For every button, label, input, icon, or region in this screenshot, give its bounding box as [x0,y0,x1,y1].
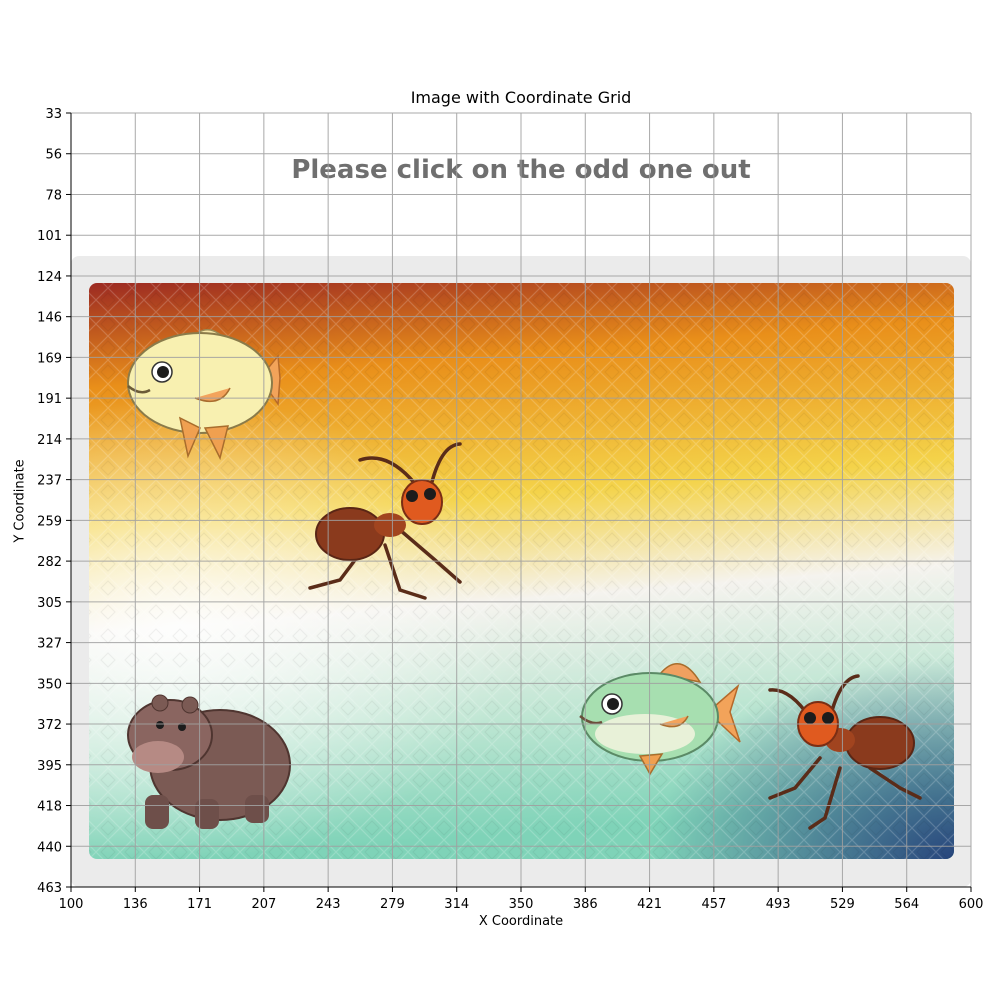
y-tick-label: 350 [37,677,62,692]
x-tick-label: 207 [251,897,276,912]
x-tick-label: 386 [573,897,598,912]
x-tick-label: 314 [444,897,469,912]
y-tick-labels: 33 56 78 101 124 146 169 191 214 237 259 282 305 327 3… [37,107,71,896]
y-tick-label: 327 [37,637,62,652]
y-tick-label: 146 [37,311,62,326]
x-tick-label: 600 [959,897,984,912]
y-tick-label: 282 [37,555,62,570]
y-tick-label: 418 [37,800,62,815]
y-tick-label: 395 [37,759,62,774]
x-tick-label: 529 [830,897,855,912]
y-axis-label: Y Coordinate [12,459,28,543]
y-tick-label: 305 [37,596,62,611]
x-tick-label: 457 [701,897,726,912]
plot-title: Image with Coordinate Grid [410,88,632,107]
y-tick-label: 214 [37,433,62,448]
y-tick-label: 78 [45,188,62,203]
y-tick-label: 169 [37,351,62,366]
ant-icon[interactable] [768,674,922,830]
y-tick-label: 237 [37,474,62,489]
y-tick-label: 191 [37,392,62,407]
y-tick-label: 440 [37,840,62,855]
y-tick-label: 56 [45,148,62,163]
x-tick-label: 136 [123,897,148,912]
y-tick-label: 33 [45,107,62,122]
y-tick-label: 372 [37,718,62,733]
x-tick-label: 100 [59,897,84,912]
y-tick-label: 101 [37,229,62,244]
x-tick-label: 421 [637,897,662,912]
x-tick-label: 279 [380,897,405,912]
x-tick-label: 171 [187,897,212,912]
y-tick-label: 463 [37,881,62,896]
x-tick-label: 564 [894,897,919,912]
x-axis-label: X Coordinate [478,914,564,929]
x-tick-label: 350 [509,897,534,912]
x-tick-labels: 100 136 171 207 243 279 314 350 386 421 457 493 529 5… [59,887,984,912]
ant-icon[interactable] [308,442,462,600]
y-tick-label: 124 [37,270,62,285]
y-tick-label: 259 [37,514,62,529]
x-tick-label: 493 [766,897,791,912]
x-tick-label: 243 [316,897,341,912]
